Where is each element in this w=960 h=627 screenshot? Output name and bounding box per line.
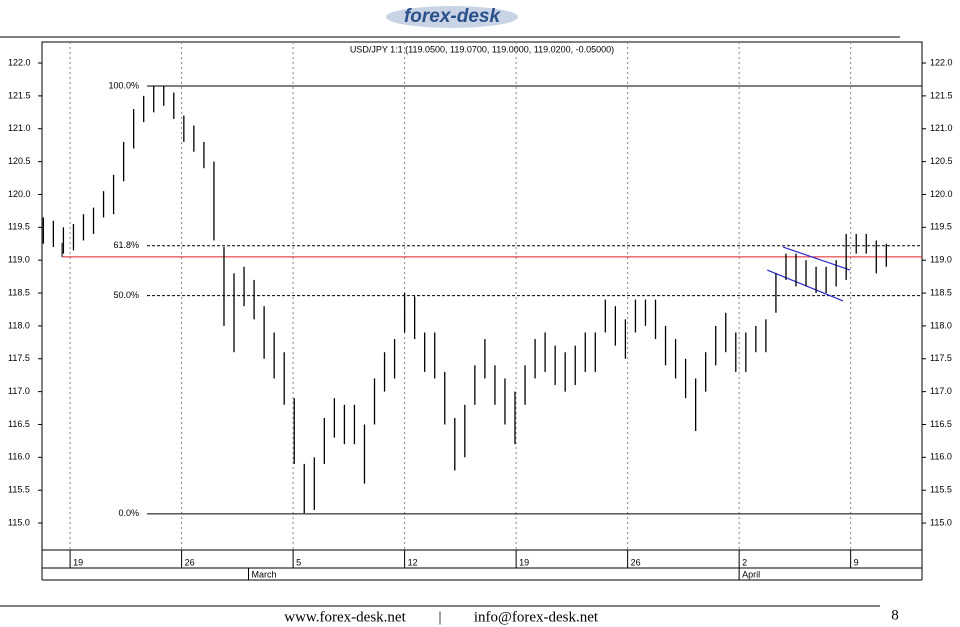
y-tick-label-right: 117.5 (930, 353, 952, 363)
logo: forex-desk (404, 6, 502, 27)
y-tick-label-right: 120.5 (930, 156, 953, 166)
fib-label: 100.0% (109, 80, 140, 90)
y-tick-label: 115.5 (8, 485, 30, 495)
y-tick-label-right: 116.5 (930, 419, 952, 429)
x-tick-label: 19 (73, 557, 83, 567)
footer-website: www.forex-desk.net (284, 609, 406, 625)
x-tick-label: 26 (631, 557, 641, 567)
x-tick-label: 5 (296, 557, 301, 567)
y-tick-label: 116.0 (8, 452, 30, 462)
y-tick-label: 117.5 (8, 353, 30, 363)
y-tick-label: 117.0 (8, 386, 30, 396)
y-tick-label-right: 116.0 (930, 452, 952, 462)
page-number: 8 (891, 607, 899, 623)
y-tick-label: 118.5 (8, 287, 30, 297)
chart-title: USD/JPY 1:1 (119.0500, 119.0700, 119.000… (350, 44, 614, 54)
x-tick-label: 26 (185, 557, 195, 567)
y-tick-label: 121.5 (8, 90, 31, 100)
footer-separator: | (438, 609, 441, 625)
trend-line (767, 269, 844, 302)
plot-frame (41, 41, 923, 551)
y-tick-label-right: 115.5 (930, 485, 952, 495)
y-tick-label-right: 117.0 (930, 386, 952, 396)
y-tick-label-right: 118.5 (930, 287, 952, 297)
y-tick-label-right: 118.0 (930, 320, 952, 330)
y-tick-label: 115.0 (8, 517, 30, 527)
y-tick-label: 120.5 (8, 156, 31, 166)
fib-label: 50.0% (114, 290, 140, 300)
y-tick-label: 116.5 (8, 419, 30, 429)
y-tick-label: 119.5 (8, 222, 30, 232)
y-tick-label: 119.0 (8, 255, 30, 265)
y-tick-label-right: 115.0 (930, 517, 952, 527)
y-tick-label-right: 119.0 (930, 255, 952, 265)
x-tick-label: 9 (854, 557, 859, 567)
month-label: April (742, 569, 760, 579)
y-tick-label-right: 121.0 (930, 123, 953, 133)
y-tick-label-right: 122.0 (930, 57, 953, 67)
footer-email: info@forex-desk.net (474, 609, 599, 625)
y-tick-label-right: 119.5 (930, 222, 952, 232)
fib-label: 0.0% (119, 508, 140, 518)
y-tick-label-right: 121.5 (930, 90, 953, 100)
x-tick-label: 12 (408, 557, 418, 567)
logo-badge (386, 6, 518, 28)
y-tick-label: 118.0 (8, 320, 30, 330)
y-tick-label-right: 120.0 (930, 189, 953, 199)
y-tick-label: 121.0 (8, 123, 31, 133)
x-tick-label: 2 (742, 557, 747, 567)
x-tick-label: 19 (519, 557, 529, 567)
trend-line (782, 246, 851, 271)
y-tick-label: 122.0 (8, 57, 31, 67)
month-label: March (252, 569, 277, 579)
fib-label: 61.8% (114, 240, 140, 250)
y-tick-label: 120.0 (8, 189, 31, 199)
